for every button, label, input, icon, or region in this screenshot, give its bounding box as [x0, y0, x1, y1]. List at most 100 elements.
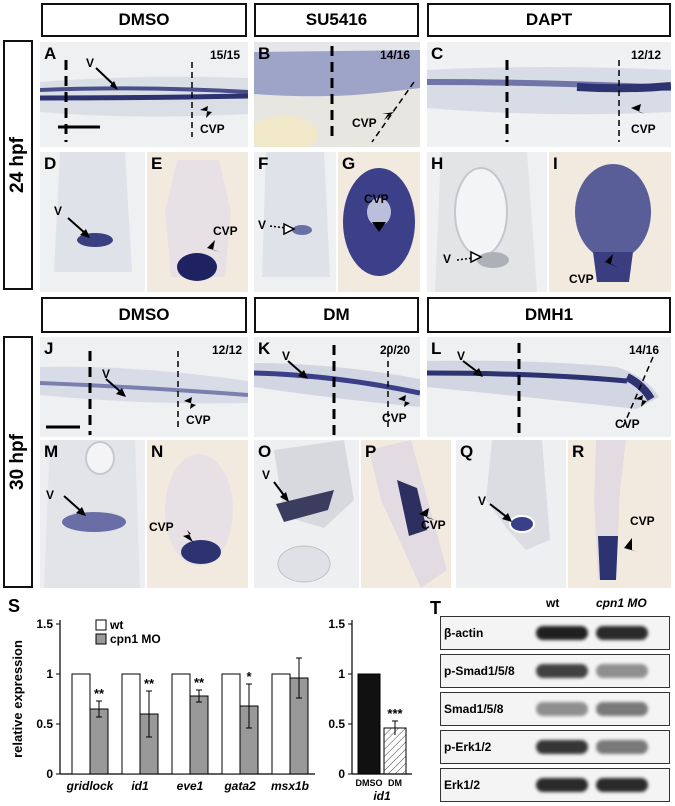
panel-letter-c: C — [431, 44, 444, 63]
embryo-a-image — [40, 60, 248, 142]
count-l: 14/16 — [629, 343, 660, 357]
chart2-category-DM: DM — [388, 778, 402, 788]
panel-b: B 14/16 CVP — [254, 42, 420, 147]
section-g-image — [343, 168, 415, 276]
header-dmh1: DMH1 — [427, 297, 671, 333]
chart2-ytick-label: 1 — [338, 667, 345, 681]
side-label-24hpf-text: 24 hpf — [7, 137, 29, 193]
panel-letter-o: O — [258, 442, 272, 461]
category-label-eve1: eve1 — [177, 779, 204, 793]
panel-k: K 20/20 V CVP — [254, 337, 420, 437]
blot-band — [536, 740, 588, 754]
panel-i: I CVP — [549, 152, 671, 292]
label-v-q: V — [478, 494, 487, 508]
blot-band — [536, 702, 588, 716]
bar-cpn1-MO-eve1 — [189, 695, 209, 775]
blot-band — [596, 702, 648, 716]
chart2-xlabel: id1 — [373, 789, 391, 803]
header-dm: DM — [254, 297, 419, 333]
section-p-image — [369, 440, 447, 588]
significance-eve1: ** — [194, 675, 205, 690]
label-cvp-j: CVP — [186, 413, 211, 427]
section-f-image — [262, 152, 330, 277]
label-cvp-a: CVP — [200, 122, 225, 136]
chart2-category-DMSO: DMSO — [356, 778, 383, 788]
legend-label-1: cpn1 MO — [110, 632, 161, 646]
count-a: 15/15 — [210, 48, 241, 62]
blot-band — [536, 626, 588, 640]
label-cvp-c: CVP — [631, 122, 656, 136]
chart1-ytick-label: 0 — [46, 767, 53, 781]
panel-letter-t: T — [430, 598, 441, 618]
count-k: 20/20 — [380, 343, 411, 357]
blot-row-label-2: Smad1/5/8 — [444, 702, 504, 716]
section-d-image — [54, 152, 132, 272]
section-e-image — [165, 160, 231, 281]
chart2-bar-DMSO — [357, 673, 381, 775]
embryo-k-image — [254, 345, 420, 435]
chart2-significance-DM: *** — [387, 706, 403, 721]
panel-letter-q: Q — [460, 442, 474, 461]
section-r-image — [594, 440, 638, 580]
count-j: 12/12 — [212, 343, 243, 357]
label-cvp-r: CVP — [630, 514, 655, 528]
chart1-ytick-label: 0.5 — [36, 717, 53, 731]
label-cvp-n: CVP — [149, 520, 174, 534]
panel-r: R CVP — [568, 440, 671, 588]
section-q-image — [486, 440, 550, 550]
panel-letter-h: H — [431, 154, 444, 173]
panel-letter-l: L — [431, 339, 442, 358]
label-v-f: V — [258, 218, 267, 232]
category-label-msx1b: msx1b — [271, 779, 309, 793]
blot-row-label-1: p-Smad1/5/8 — [444, 664, 515, 678]
panel-a: A 15/15 V CVP — [40, 42, 248, 147]
panel-letter-f: F — [258, 154, 269, 173]
label-cvp-b: CVP — [352, 116, 377, 130]
panel-letter-b: B — [258, 44, 271, 63]
label-cvp-k: CVP — [382, 411, 407, 425]
panel-j: J 12/12 V CVP — [40, 337, 248, 437]
label-v-a: V — [86, 56, 95, 70]
bar-wt-gata2 — [221, 673, 241, 775]
panel-p: P CVP — [361, 440, 451, 588]
section-i-image — [575, 164, 651, 282]
significance-gata2: * — [246, 669, 252, 684]
header-dmso-24: DMSO — [41, 3, 247, 37]
panel-letter-s: S — [8, 596, 21, 616]
label-v-m: V — [46, 488, 55, 502]
embryo-l-image — [427, 343, 659, 435]
bar-wt-eve1 — [171, 673, 191, 775]
label-v-l: V — [457, 349, 466, 363]
panel-g: G CVP — [338, 152, 420, 292]
embryo-b-image — [254, 46, 420, 147]
label-v-j: V — [102, 367, 111, 381]
chart1-ytick-label: 1 — [46, 667, 53, 681]
western-blot: wt cpn1 MO β-actin p-Smad1/5/8 Smad1/5/8 p-Er… — [440, 596, 675, 806]
side-label-24hpf: 24 hpf — [3, 40, 33, 290]
blot-band — [596, 778, 648, 792]
chart2-ytick-label: 0 — [338, 767, 345, 781]
header-su5416: SU5416 — [254, 3, 419, 37]
panel-letter-e: E — [151, 154, 163, 173]
chart2-ytick-label: 0.5 — [328, 717, 345, 731]
category-label-id1: id1 — [131, 779, 149, 793]
category-label-gridlock: gridlock — [66, 779, 115, 793]
panel-c: C 12/12 CVP — [427, 42, 671, 147]
bar-wt-id1 — [121, 673, 141, 775]
panel-l: L 14/16 V CVP — [427, 337, 671, 437]
panel-letter-g: G — [342, 154, 356, 173]
panel-letter-j: J — [44, 339, 54, 358]
legend-label-0: wt — [109, 618, 123, 632]
legend-swatch-0 — [95, 619, 107, 631]
panel-m: M V — [40, 440, 145, 588]
bar-wt-gridlock — [71, 673, 91, 775]
side-label-30hpf: 30 hpf — [3, 336, 33, 588]
label-cvp-p: CVP — [421, 518, 446, 532]
label-v-d: V — [54, 204, 63, 218]
bar-wt-msx1b — [271, 673, 291, 775]
blot-band — [536, 778, 588, 792]
blot-band — [596, 740, 648, 754]
label-cvp-l: CVP — [615, 417, 640, 431]
chart1-ytick-label: 1.5 — [36, 617, 53, 631]
